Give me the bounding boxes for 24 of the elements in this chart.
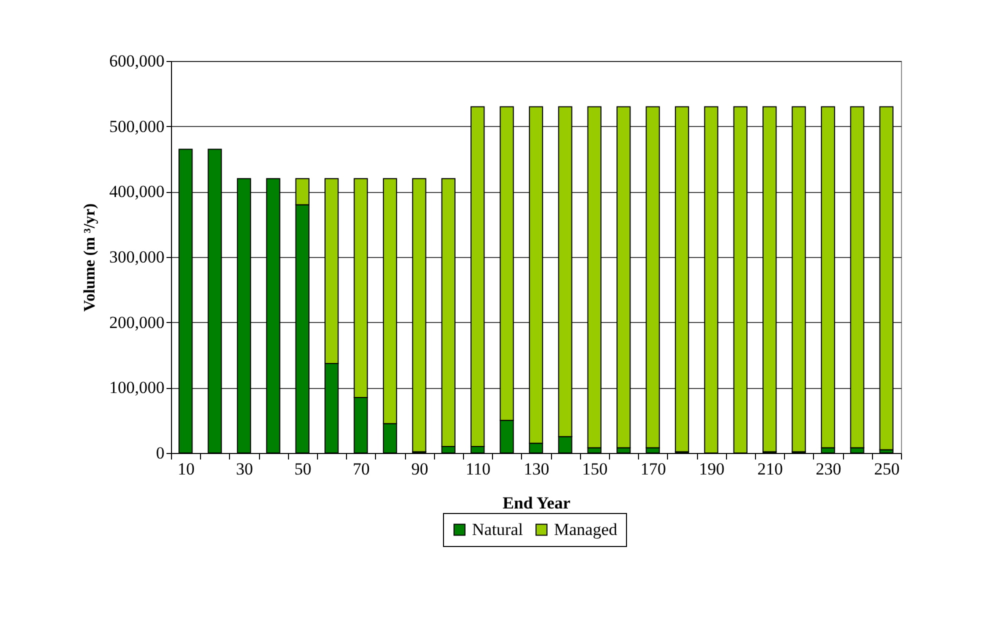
y-tick-label: 100,000	[109, 378, 164, 398]
x-tick-label: 150	[582, 460, 608, 478]
y-tick-label: 600,000	[109, 52, 164, 70]
y-tick-label: 300,000	[109, 248, 164, 266]
y-tick-label: 0	[156, 444, 164, 462]
x-tick-label: 10	[178, 460, 195, 478]
x-tick-label: 130	[524, 460, 550, 478]
legend-label: Natural	[472, 520, 524, 539]
x-tick-label: 210	[757, 460, 783, 478]
x-tick-label: 110	[466, 460, 491, 478]
x-tick-label: 50	[294, 460, 312, 478]
x-tick-label: 170	[640, 460, 666, 478]
legend-label: Managed	[554, 520, 618, 539]
x-tick-label: 70	[352, 460, 370, 478]
y-tick-label: 200,000	[109, 312, 164, 332]
x-tick-label: 190	[698, 460, 724, 478]
x-axis-title: End Year	[502, 494, 571, 512]
x-tick-label: 90	[411, 460, 428, 478]
y-tick-label: 500,000	[109, 116, 164, 136]
x-tick-label: 30	[236, 460, 253, 478]
x-tick-label: 230	[816, 460, 842, 478]
y-tick-label: 400,000	[109, 182, 164, 202]
x-tick-label: 250	[874, 460, 900, 478]
y-axis-title: Volume (m ³/yr)	[81, 203, 98, 312]
